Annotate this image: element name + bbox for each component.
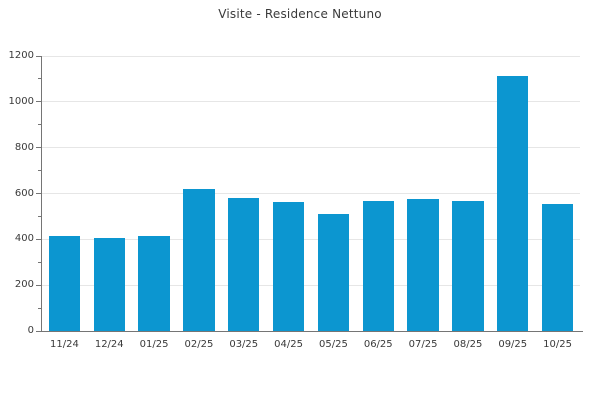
y-minor-tick [38, 78, 41, 80]
y-tick-label: 0 [27, 325, 34, 336]
y-major-tick [36, 147, 41, 149]
bar-07-25 [407, 199, 439, 331]
y-gridline [42, 193, 580, 194]
y-minor-tick [38, 215, 41, 217]
y-gridline [42, 284, 580, 286]
y-major-tick [36, 238, 41, 240]
x-tick-label: 02/25 [184, 339, 214, 350]
y-major-tick [36, 193, 41, 194]
x-tick-label: 03/25 [229, 339, 259, 350]
y-major-tick [36, 330, 41, 332]
bar-11-24 [48, 235, 81, 331]
y-axis-line [41, 56, 42, 331]
y-gridline [42, 55, 580, 57]
bar-08-25 [452, 201, 484, 331]
bar-06-25 [362, 201, 394, 331]
y-gridline [42, 101, 580, 103]
y-major-tick [36, 55, 41, 57]
chart-title: Visite - Residence Nettuno [218, 7, 382, 21]
bar-03-25 [228, 197, 260, 331]
y-tick-label: 1200 [8, 50, 34, 61]
x-tick-label: 11/24 [50, 339, 79, 350]
x-tick-label: 12/24 [94, 339, 124, 350]
bar-04-25 [272, 202, 305, 331]
x-tick-label: 06/25 [363, 339, 393, 350]
y-tick-label: 800 [14, 141, 34, 153]
x-tick-label: 01/25 [139, 339, 169, 350]
bar-09-25 [497, 75, 529, 331]
bar-02-25 [183, 189, 215, 331]
y-minor-tick [38, 170, 41, 172]
y-major-tick [36, 101, 41, 103]
y-gridline [42, 238, 580, 240]
y-tick-label: 200 [14, 279, 34, 291]
y-major-tick [36, 284, 41, 286]
x-tick-label: 08/25 [453, 339, 483, 350]
bar-01-25 [138, 235, 170, 331]
plot-area: 0 200 400 600 800 1000 1200 11/24 12/24 01/25 02/2… [9, 50, 583, 350]
y-minor-tick [38, 124, 41, 126]
x-axis-line [41, 331, 583, 332]
bar-05-25 [317, 213, 350, 331]
x-tick-label: 07/25 [408, 339, 438, 350]
x-tick-label: 10/25 [543, 339, 572, 350]
y-tick-label: 1000 [8, 95, 34, 107]
x-tick-label: 04/25 [274, 339, 303, 350]
y-minor-tick [38, 261, 41, 263]
bar-12-24 [93, 238, 125, 331]
x-tick-label: 09/25 [498, 339, 528, 350]
y-tick-label: 600 [14, 187, 34, 199]
y-tick-label: 400 [14, 233, 34, 245]
y-gridline [42, 147, 580, 149]
x-tick-label: 05/25 [319, 339, 348, 350]
bar-10-25 [541, 204, 574, 331]
y-minor-tick [38, 307, 41, 309]
